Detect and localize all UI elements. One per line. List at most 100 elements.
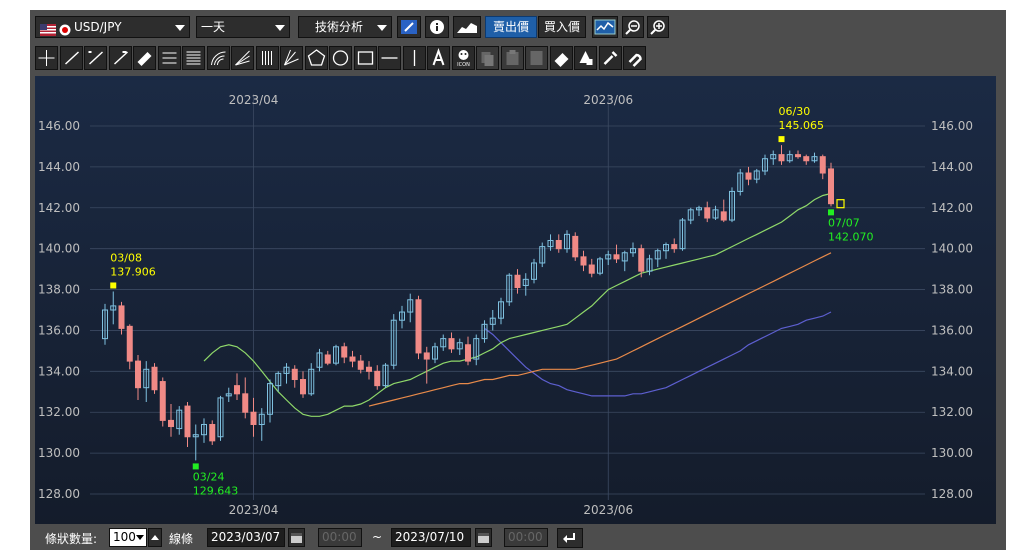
candle-body bbox=[192, 434, 199, 438]
candle-body bbox=[349, 356, 356, 362]
candle bbox=[621, 250, 628, 272]
rectangle-tool-button[interactable] bbox=[353, 46, 377, 70]
ray-tool-button[interactable] bbox=[108, 46, 132, 70]
candle-body bbox=[621, 252, 628, 262]
candle-body bbox=[720, 211, 727, 221]
drawing-toolbar: ICON bbox=[35, 46, 1001, 72]
chart-style-button[interactable] bbox=[453, 16, 481, 38]
chart-window: USD/JPY 一天 技術分析 賣出價 買入價 ICON 146.00 146.0… bbox=[30, 10, 1006, 550]
candle-body bbox=[399, 311, 405, 321]
chart-type-button[interactable] bbox=[592, 16, 618, 38]
trendline-tool-button[interactable] bbox=[59, 46, 83, 70]
period-select[interactable]: 一天 bbox=[196, 16, 290, 38]
crosshair-tool-button[interactable] bbox=[35, 46, 58, 70]
y-tick-label-right: 136.00 bbox=[931, 323, 973, 337]
pentagon-tool-button[interactable] bbox=[304, 46, 328, 70]
candle bbox=[415, 295, 422, 360]
candle-body bbox=[291, 368, 298, 381]
symbol-select[interactable]: USD/JPY bbox=[35, 16, 190, 38]
zoom-in-button[interactable] bbox=[647, 16, 669, 38]
chart-background bbox=[35, 76, 996, 524]
bar-count-up-button[interactable] bbox=[148, 528, 162, 547]
gann-fan-tool-button[interactable] bbox=[280, 46, 303, 70]
candle bbox=[135, 354, 141, 400]
trendline-extend-tool-button[interactable] bbox=[84, 46, 107, 70]
cut-icon bbox=[530, 51, 543, 65]
candle-body bbox=[572, 235, 579, 258]
info-button[interactable] bbox=[425, 16, 449, 38]
cut-tool-button[interactable] bbox=[525, 46, 548, 70]
eraser-tool-button[interactable] bbox=[549, 46, 573, 70]
tech-analysis-label: 技術分析 bbox=[315, 20, 364, 34]
candle-body bbox=[712, 209, 719, 219]
parallel-lines-tool-button[interactable] bbox=[182, 46, 205, 70]
vertical-lines-tool-button[interactable] bbox=[255, 46, 279, 70]
info-icon bbox=[430, 20, 444, 34]
candle bbox=[366, 361, 372, 380]
zoom-out-button[interactable] bbox=[622, 16, 644, 38]
candle-body bbox=[819, 156, 826, 174]
candle-body bbox=[778, 154, 785, 162]
end-calendar-button[interactable] bbox=[475, 528, 492, 547]
clear-tool-button[interactable] bbox=[574, 46, 597, 70]
fibonacci-arc-tool-button[interactable] bbox=[206, 46, 230, 70]
candle-body bbox=[564, 233, 570, 250]
candle-body bbox=[118, 305, 125, 329]
candle-body bbox=[522, 278, 529, 286]
draw-pen-button[interactable] bbox=[397, 16, 421, 38]
chevron-down-icon bbox=[175, 25, 185, 31]
candle bbox=[399, 305, 405, 329]
ruler-tool-button[interactable] bbox=[133, 46, 156, 70]
main-toolbar: USD/JPY 一天 技術分析 賣出價 買入價 bbox=[35, 16, 1001, 38]
start-date-field[interactable]: 2023/03/07 bbox=[207, 528, 285, 547]
candle bbox=[225, 387, 232, 402]
candle bbox=[192, 424, 199, 461]
high-price-label: 145.065 bbox=[779, 119, 825, 132]
copy-tool-button[interactable] bbox=[476, 46, 499, 70]
horizontal-line-tool-button[interactable] bbox=[378, 46, 401, 70]
vertical-line-tool-button[interactable] bbox=[402, 46, 426, 70]
candle-body bbox=[506, 274, 513, 303]
candle bbox=[811, 152, 818, 163]
jp-flag-icon bbox=[59, 22, 71, 35]
candle-body bbox=[770, 154, 777, 160]
candle bbox=[456, 338, 463, 355]
text-tool-button[interactable] bbox=[427, 46, 450, 70]
candle bbox=[663, 242, 669, 259]
circle-tool-button[interactable] bbox=[329, 46, 352, 70]
candle bbox=[465, 336, 471, 366]
ask-price-button[interactable]: 買入價 bbox=[538, 16, 586, 38]
tech-analysis-menu[interactable]: 技術分析 bbox=[298, 16, 392, 38]
candle-body bbox=[539, 246, 546, 264]
candle bbox=[638, 244, 645, 278]
start-calendar-button[interactable] bbox=[288, 528, 305, 547]
horizontal-lines-tool-button[interactable] bbox=[157, 46, 181, 70]
chevron-down-icon bbox=[275, 25, 285, 31]
candle-body bbox=[423, 352, 430, 360]
candle bbox=[382, 363, 389, 388]
stamp-tool-button[interactable]: ICON bbox=[451, 46, 475, 70]
price-chart[interactable]: 146.00 146.00 144.00 144.00 142.00 142.00 140.… bbox=[35, 76, 996, 524]
low-date-label: 03/24 bbox=[193, 470, 225, 483]
end-date-field[interactable]: 2023/07/10 bbox=[391, 528, 471, 547]
candle-body bbox=[275, 372, 282, 387]
bar-count-select[interactable]: 100 bbox=[109, 528, 147, 547]
fibonacci-fan-icon bbox=[235, 50, 250, 66]
y-tick-label-left: 134.00 bbox=[38, 364, 80, 378]
y-tick-label-left: 146.00 bbox=[38, 119, 80, 133]
candle-body bbox=[745, 172, 752, 180]
start-time-field: 00:00 bbox=[318, 528, 362, 547]
apply-button[interactable] bbox=[557, 528, 583, 548]
candle bbox=[341, 342, 348, 364]
candle bbox=[795, 150, 801, 159]
x-tick-label-top: 2023/04 bbox=[229, 93, 279, 107]
paste-tool-button[interactable] bbox=[500, 46, 524, 70]
chevron-up-icon bbox=[151, 535, 159, 540]
candle-body bbox=[300, 379, 306, 395]
fibonacci-fan-tool-button[interactable] bbox=[231, 46, 254, 70]
bid-price-button[interactable]: 賣出價 bbox=[485, 16, 537, 38]
candle-body bbox=[465, 344, 471, 362]
candle-body bbox=[201, 423, 207, 436]
settings-tool-button[interactable] bbox=[598, 46, 622, 70]
magnet-tool-button[interactable] bbox=[623, 46, 646, 70]
